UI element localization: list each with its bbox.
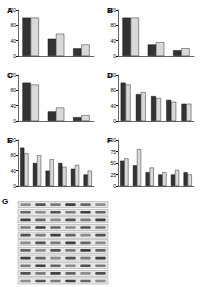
- svg-text:40: 40: [10, 103, 16, 109]
- svg-text:0: 0: [13, 183, 16, 189]
- svg-text:0: 0: [13, 53, 16, 59]
- svg-text:80: 80: [110, 87, 116, 93]
- svg-text:G: G: [2, 197, 8, 206]
- svg-text:80: 80: [110, 22, 116, 28]
- svg-text:40: 40: [10, 168, 16, 174]
- svg-text:A: A: [7, 6, 13, 15]
- svg-text:80: 80: [10, 87, 16, 93]
- svg-text:40: 40: [110, 38, 116, 44]
- svg-text:100: 100: [107, 137, 116, 143]
- svg-text:50: 50: [110, 160, 116, 166]
- svg-text:25: 25: [110, 172, 116, 178]
- svg-text:C: C: [7, 71, 13, 80]
- svg-text:0: 0: [113, 53, 116, 59]
- svg-text:0: 0: [113, 118, 116, 124]
- svg-text:40: 40: [10, 38, 16, 44]
- svg-text:0: 0: [13, 118, 16, 124]
- svg-text:80: 80: [10, 22, 16, 28]
- svg-text:80: 80: [10, 152, 16, 158]
- svg-text:40: 40: [110, 103, 116, 109]
- svg-text:E: E: [7, 136, 13, 145]
- svg-text:F: F: [107, 136, 112, 145]
- svg-text:0: 0: [113, 183, 116, 189]
- svg-text:75: 75: [110, 149, 116, 155]
- svg-text:D: D: [107, 71, 113, 80]
- svg-text:B: B: [107, 6, 113, 15]
